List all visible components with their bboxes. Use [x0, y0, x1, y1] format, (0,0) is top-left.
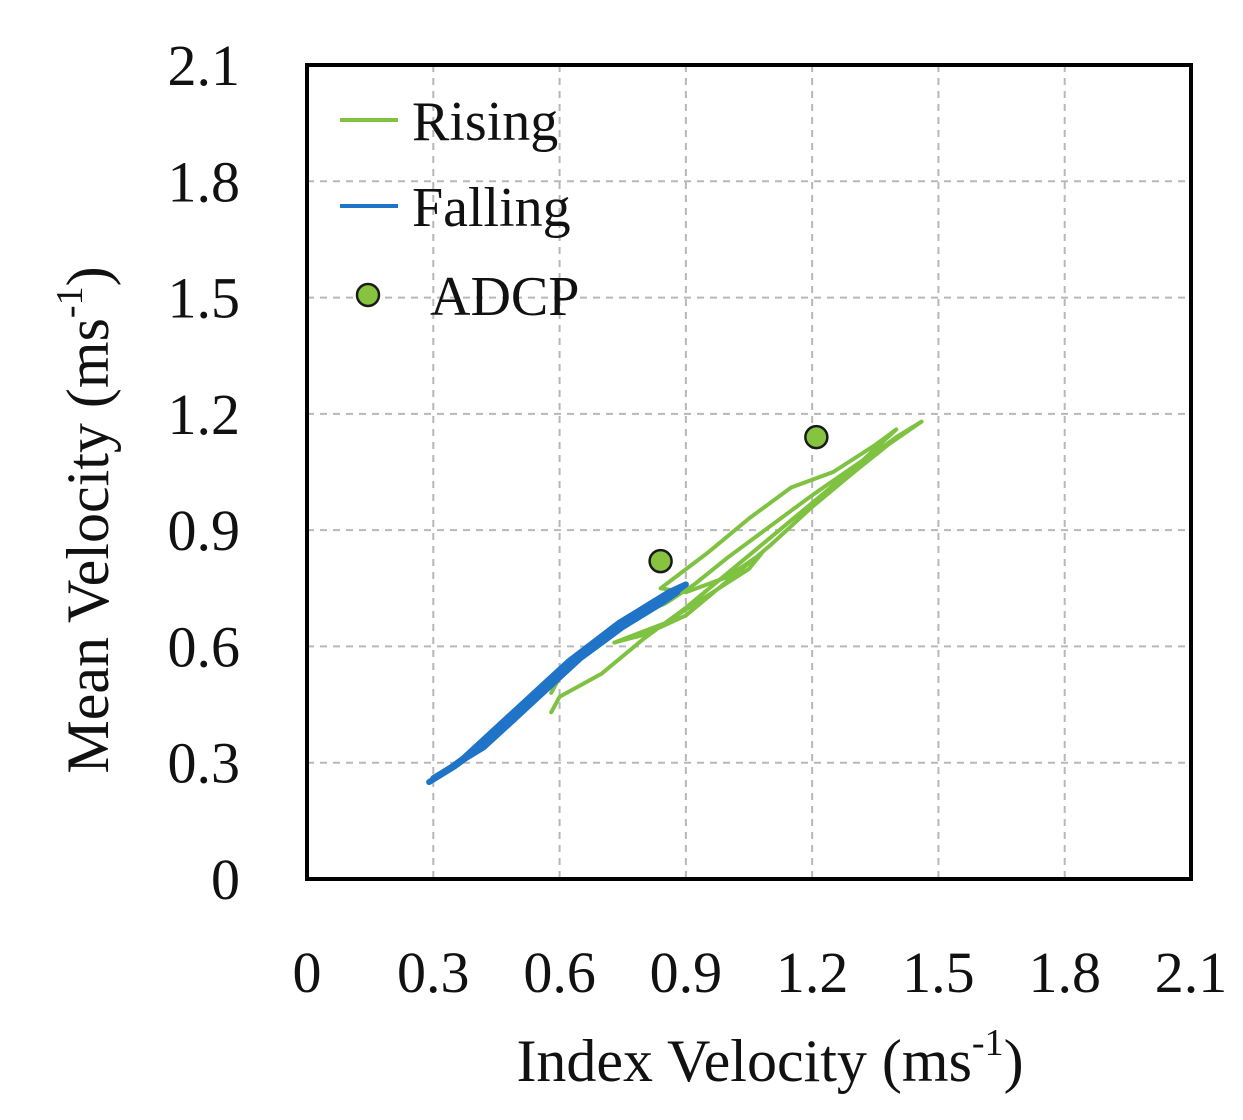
x-tick-label: 0.6: [523, 940, 596, 1005]
y-axis-title: Mean Velocity (ms-1): [49, 266, 121, 773]
y-tick-label: 0.9: [168, 498, 241, 563]
series-line-rising: [549, 419, 924, 715]
x-axis-ticks: 0 0.3 0.6 0.9 1.2 1.5 1.8 2.1: [293, 940, 1228, 1005]
x-tick-label: 0.3: [397, 940, 470, 1005]
plot-data: [426, 419, 924, 786]
legend: Rising Falling ADCP: [340, 91, 579, 328]
y-tick-label: 2.1: [168, 33, 241, 98]
legend-label-rising: Rising: [412, 91, 558, 153]
legend-label-falling: Falling: [412, 177, 571, 239]
legend-label-adcp: ADCP: [430, 266, 579, 328]
legend-swatch-adcp: [355, 282, 381, 308]
series-line-falling: [426, 581, 689, 786]
y-tick-label: 1.8: [168, 149, 241, 214]
y-axis-ticks: 0 0.3 0.6 0.9 1.2 1.5 1.8 2.1: [168, 33, 241, 912]
x-tick-label: 0.9: [650, 940, 723, 1005]
x-tick-label: 1.8: [1028, 940, 1101, 1005]
y-tick-label: 1.2: [168, 382, 241, 447]
y-tick-label: 0: [211, 847, 240, 912]
adcp-point-1: [804, 424, 829, 450]
x-axis-title: Index Velocity (ms-1): [516, 1022, 1023, 1094]
y-tick-label: 0.6: [168, 614, 241, 679]
adcp-point-0: [648, 548, 673, 574]
x-tick-label: 2.1: [1155, 940, 1228, 1005]
y-tick-label: 1.5: [168, 266, 241, 331]
x-tick-label: 1.5: [902, 940, 975, 1005]
y-tick-label: 0.3: [168, 731, 241, 796]
x-tick-label: 1.2: [776, 940, 849, 1005]
x-tick-label: 0: [293, 940, 322, 1005]
plot-frame: [305, 63, 1193, 881]
